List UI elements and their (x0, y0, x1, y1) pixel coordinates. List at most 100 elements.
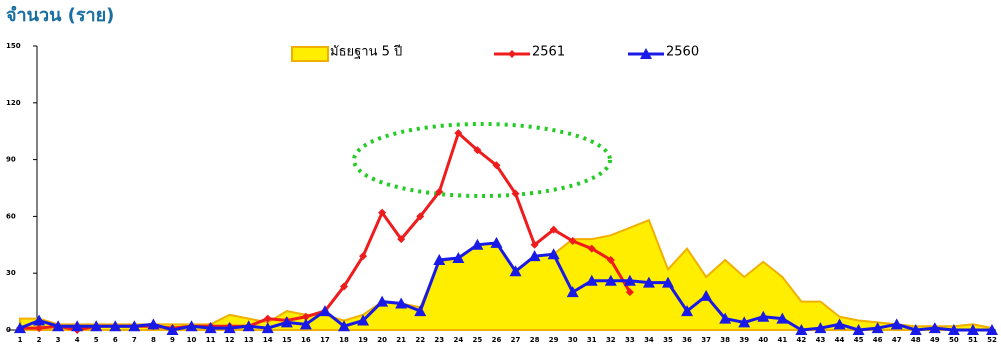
marker (204, 322, 217, 334)
x-tick-label: 15 (282, 336, 292, 344)
marker (509, 265, 522, 277)
marker (454, 129, 463, 138)
marker (378, 208, 387, 217)
marker (604, 274, 617, 286)
marker (606, 255, 615, 264)
marker (986, 324, 998, 335)
x-tick-label: 19 (358, 336, 368, 344)
x-tick-label: 46 (873, 336, 883, 344)
marker (795, 324, 808, 335)
x-tick-label: 34 (644, 336, 654, 344)
x-tick-label: 25 (473, 336, 483, 344)
x-tick-label: 38 (720, 336, 730, 344)
x-tick-label: 36 (682, 336, 692, 344)
marker (416, 212, 425, 221)
marker (261, 322, 274, 334)
legend-label: มัธยฐาน 5 ปี (330, 44, 402, 60)
marker (318, 305, 331, 317)
marker (473, 146, 482, 155)
marker (738, 316, 751, 328)
x-tick-label: 35 (663, 336, 673, 344)
x-tick-label: 1 (18, 336, 23, 344)
y-tick-label: 30 (6, 269, 16, 277)
marker (890, 318, 903, 330)
x-tick-label: 6 (113, 336, 118, 344)
x-tick-label: 30 (568, 336, 578, 344)
marker (528, 250, 541, 262)
marker (128, 320, 141, 332)
x-tick-label: 51 (968, 336, 978, 344)
marker (433, 253, 446, 265)
marker (338, 320, 350, 332)
x-tick-label: 20 (377, 336, 387, 344)
marker (909, 324, 922, 335)
marker (662, 276, 674, 288)
marker (719, 312, 732, 324)
marker (776, 312, 789, 324)
marker (452, 252, 465, 264)
marker (549, 225, 558, 234)
marker (397, 235, 406, 244)
x-tick-label: 10 (187, 336, 197, 344)
x-tick-label: 29 (549, 336, 559, 344)
x-tick-label: 14 (263, 336, 273, 344)
marker (625, 288, 634, 297)
marker (109, 320, 122, 332)
x-tick-label: 7 (132, 336, 137, 344)
marker (359, 252, 368, 261)
marker (566, 286, 579, 298)
marker (871, 322, 884, 334)
marker (185, 320, 198, 332)
x-tick-label: 44 (835, 336, 845, 344)
x-tick-label: 9 (170, 336, 175, 344)
marker (280, 316, 293, 328)
marker (71, 320, 84, 332)
marker (833, 318, 846, 330)
marker (530, 240, 539, 249)
x-tick-label: 32 (606, 336, 616, 344)
legend-swatch (291, 46, 329, 62)
x-tick-label: 31 (587, 336, 597, 344)
x-tick-label: 39 (739, 336, 749, 344)
marker (757, 310, 770, 322)
marker (435, 187, 444, 196)
y-tick-label: 120 (6, 99, 21, 107)
marker (814, 322, 827, 334)
x-tick-label: 8 (151, 336, 156, 344)
marker (33, 314, 46, 326)
x-tick-label: 18 (339, 336, 349, 344)
x-tick-label: 47 (892, 336, 902, 344)
legend-marker (640, 48, 652, 59)
x-tick-label: 2 (37, 336, 42, 344)
marker (357, 314, 370, 326)
x-tick-label: 52 (987, 336, 997, 344)
y-label: จำนวน (ราย) (6, 5, 114, 26)
marker (490, 236, 503, 248)
marker (223, 322, 236, 334)
marker (340, 282, 348, 291)
marker (492, 161, 501, 170)
marker (35, 324, 44, 333)
highlight-ellipse (352, 122, 612, 198)
marker (242, 320, 255, 332)
x-tick-label: 50 (949, 336, 959, 344)
legend-label: 2561 (532, 45, 565, 60)
legend-label: 2560 (666, 45, 699, 60)
x-tick-label: 28 (530, 336, 540, 344)
x-tick-label: 16 (301, 336, 311, 344)
x-tick-label: 21 (396, 336, 406, 344)
x-tick-label: 42 (797, 336, 807, 344)
marker (414, 305, 427, 317)
x-tick-label: 33 (625, 336, 635, 344)
x-tick-label: 45 (854, 336, 864, 344)
x-tick-label: 43 (816, 336, 826, 344)
y-tick-label: 150 (6, 42, 21, 50)
x-tick-label: 11 (206, 336, 216, 344)
legend-marker (508, 50, 516, 58)
marker (700, 289, 713, 301)
marker (966, 324, 979, 335)
x-tick-label: 37 (701, 336, 711, 344)
marker (547, 248, 560, 260)
x-tick-label: 12 (225, 336, 235, 344)
marker (147, 318, 160, 330)
